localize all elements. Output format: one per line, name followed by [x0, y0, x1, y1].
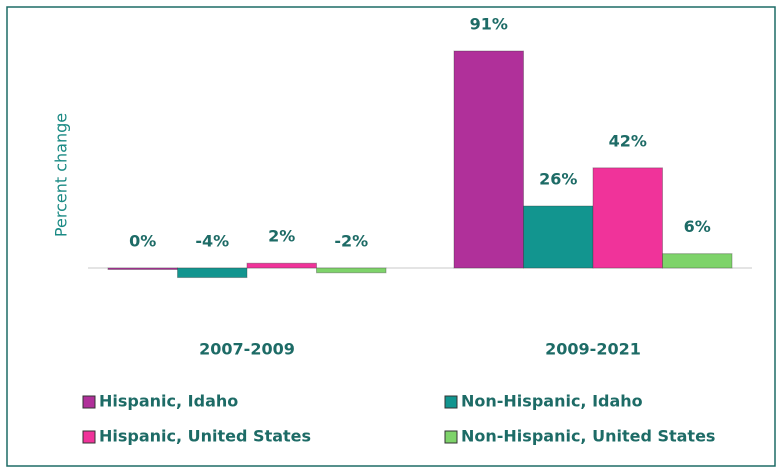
data-label: -2% — [334, 232, 368, 251]
bar — [246, 262, 317, 269]
bar — [453, 50, 524, 269]
x-tick-label: 2009-2021 — [545, 340, 641, 359]
bar — [662, 253, 733, 269]
bar — [177, 267, 248, 279]
legend-label: Hispanic, United States — [99, 427, 311, 446]
data-label: 91% — [470, 15, 508, 34]
bar — [107, 267, 178, 270]
legend-label: Non-Hispanic, Idaho — [461, 392, 643, 411]
bar — [592, 167, 663, 269]
data-label: 26% — [539, 170, 577, 189]
legend-swatch — [82, 430, 96, 444]
legend-label: Hispanic, Idaho — [99, 392, 238, 411]
data-label: 0% — [129, 232, 156, 251]
bar — [316, 267, 387, 274]
y-axis-label: Percent change — [52, 113, 71, 237]
legend-swatch — [82, 395, 96, 409]
legend-label: Non-Hispanic, United States — [461, 427, 715, 446]
bar — [523, 205, 594, 269]
legend-swatch — [444, 430, 458, 444]
data-label: 6% — [684, 217, 711, 236]
data-label: 42% — [609, 131, 647, 150]
data-label: -4% — [195, 232, 229, 251]
legend-swatch — [444, 395, 458, 409]
x-tick-label: 2007-2009 — [199, 340, 295, 359]
data-label: 2% — [268, 227, 295, 246]
